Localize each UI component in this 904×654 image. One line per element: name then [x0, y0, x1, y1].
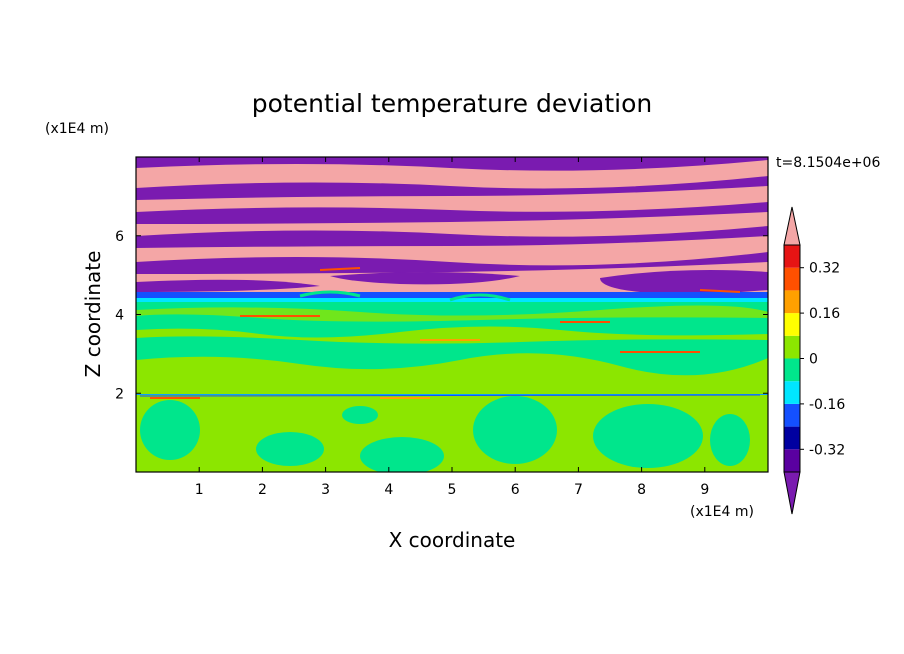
colorbar-swatch — [784, 335, 800, 359]
colorbar-swatch — [784, 449, 800, 472]
x-tick-label: 9 — [700, 482, 709, 498]
y-axis: 2 4 6 — [115, 229, 768, 402]
x-axis-label: X coordinate — [389, 528, 516, 552]
y-tick-label: 6 — [115, 229, 124, 245]
colorbar-swatch — [784, 381, 800, 404]
x-tick-label: 4 — [384, 482, 393, 498]
y-axis-label: Z coordinate — [81, 251, 105, 378]
colorbar-tick-label: 0 — [809, 352, 818, 368]
colorbar-tick-label: 0.16 — [809, 306, 840, 322]
colorbar-tick-label: 0.32 — [809, 261, 840, 277]
y-tick-label: 2 — [115, 386, 124, 402]
x-tick-label: 7 — [574, 482, 583, 498]
colorbar-swatch — [784, 245, 800, 268]
colorbar-swatch — [784, 267, 800, 291]
plot-area — [136, 157, 768, 472]
y-tick-label: 4 — [115, 308, 124, 324]
colorbar-swatch — [784, 403, 800, 427]
x-tick-label: 5 — [448, 482, 457, 498]
colorbar-over-triangle — [783, 206, 801, 246]
colorbar-tick-label: -0.16 — [809, 397, 845, 413]
colorbar-swatch — [784, 290, 800, 314]
colorbar-tick-label: -0.32 — [809, 442, 845, 458]
x-tick-label: 3 — [321, 482, 330, 498]
colorbar-swatch — [784, 313, 800, 336]
time-label: t=8.1504e+06 — [776, 155, 880, 171]
colorbar: 0.32 0.16 0 -0.16 -0.32 — [783, 206, 845, 515]
lower-layer-field — [136, 393, 768, 472]
x-tick-label: 8 — [637, 482, 646, 498]
x-unit-label: (x1E4 m) — [690, 504, 754, 520]
colorbar-under-triangle — [783, 471, 801, 515]
x-tick-label: 2 — [258, 482, 267, 498]
y-unit-label: (x1E4 m) — [45, 121, 109, 137]
x-tick-label: 6 — [511, 482, 520, 498]
colorbar-swatch — [784, 426, 800, 450]
colorbar-swatch — [784, 358, 800, 382]
chart-title: potential temperature deviation — [252, 89, 652, 118]
middle-layer-field — [136, 300, 768, 399]
x-axis: 1 2 3 4 5 6 7 8 9 — [195, 157, 709, 498]
x-tick-label: 1 — [195, 482, 204, 498]
upper-layer-field — [136, 157, 768, 302]
